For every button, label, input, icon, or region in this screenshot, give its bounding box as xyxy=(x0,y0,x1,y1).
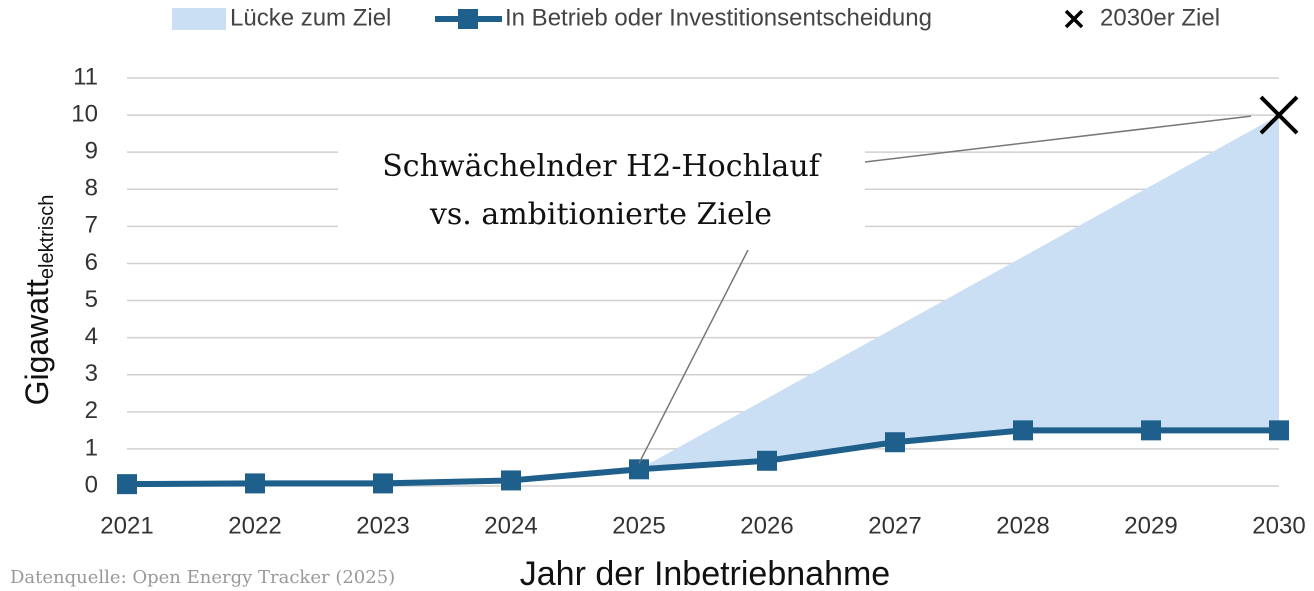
x-tick-label: 2030 xyxy=(1252,512,1305,539)
annotation-box xyxy=(338,140,865,250)
legend-swatch xyxy=(1064,9,1084,29)
legend-swatch xyxy=(458,9,478,29)
x-axis-label: Jahr der Inbetriebnahme xyxy=(520,555,890,591)
y-tick-label: 6 xyxy=(85,249,98,276)
legend-swatch xyxy=(172,8,226,30)
y-tick-label: 10 xyxy=(71,100,98,127)
x-tick-label: 2024 xyxy=(484,512,537,539)
annotation-line xyxy=(864,115,1252,163)
y-axis-label-main: Gigawatt xyxy=(19,279,55,405)
x-tick-label: 2026 xyxy=(740,512,793,539)
target-cross xyxy=(1259,95,1299,135)
y-tick-label: 9 xyxy=(85,138,98,165)
legend-label: In Betrieb oder Investitionsentscheidung xyxy=(505,4,932,31)
marker xyxy=(885,432,905,453)
y-tick-label: 3 xyxy=(85,360,98,387)
marker xyxy=(1141,420,1161,441)
x-tick-label: 2023 xyxy=(356,512,409,539)
marker xyxy=(501,470,521,491)
marker xyxy=(629,459,649,480)
x-tick-label: 2022 xyxy=(228,512,281,539)
x-tick-label: 2025 xyxy=(612,512,665,539)
annotation: vs. ambitionierte Ziele xyxy=(429,197,772,232)
y-axis-label: Gigawattelektrisch xyxy=(19,195,58,406)
y-tick-label: 7 xyxy=(85,212,98,239)
marker xyxy=(117,474,137,495)
y-tick-label: 0 xyxy=(85,471,98,498)
source: Datenquelle: Open Energy Tracker (2025) xyxy=(10,567,395,588)
y-tick-label: 8 xyxy=(85,175,98,202)
marker xyxy=(245,473,265,494)
y-axis-label-sub: elektrisch xyxy=(36,195,58,279)
marker xyxy=(373,473,393,494)
line xyxy=(126,427,1279,488)
y-tick-label: 1 xyxy=(85,434,98,461)
gap-area xyxy=(639,115,1279,470)
y-tick-label: 11 xyxy=(73,63,98,90)
x-tick-label: 2027 xyxy=(868,512,921,539)
y-tick-label: 2 xyxy=(85,397,98,424)
legend-label: Lücke zum Ziel xyxy=(230,4,391,31)
marker xyxy=(1013,420,1033,441)
legend-label: 2030er Ziel xyxy=(1100,4,1220,31)
x-tick-label: 2029 xyxy=(1124,512,1177,539)
y-tick-label: 5 xyxy=(85,286,98,313)
marker xyxy=(1269,420,1289,441)
annotation: Schwächelnder H2-Hochlauf xyxy=(382,149,821,184)
x-tick-label: 2021 xyxy=(100,512,153,539)
y-tick-label: 4 xyxy=(85,323,98,350)
x-tick-label: 2028 xyxy=(996,512,1049,539)
annotation-line xyxy=(638,249,749,464)
marker xyxy=(757,450,777,471)
target-marker xyxy=(1259,95,1299,135)
